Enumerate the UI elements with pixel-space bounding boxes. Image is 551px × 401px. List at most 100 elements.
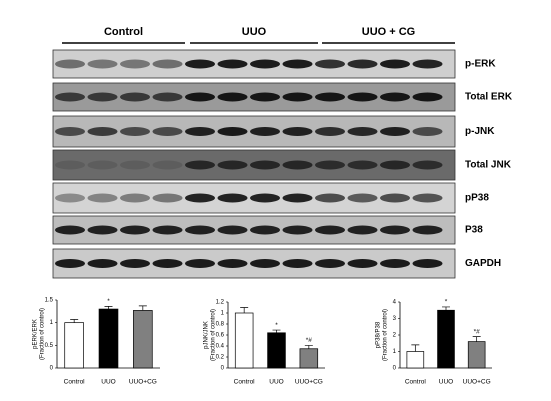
blot-band bbox=[250, 92, 280, 102]
blot-band bbox=[412, 160, 443, 170]
blot-band bbox=[185, 92, 215, 102]
blot-band bbox=[250, 59, 280, 69]
blot-band bbox=[347, 193, 378, 203]
blot-band bbox=[217, 225, 248, 235]
error-bar bbox=[472, 336, 481, 342]
blot-band bbox=[347, 225, 378, 235]
blot-band bbox=[250, 127, 280, 136]
blot-band bbox=[55, 92, 85, 102]
x-tick-label: Control bbox=[234, 379, 256, 386]
blot-band bbox=[250, 225, 280, 235]
blot-band bbox=[412, 127, 443, 136]
band-label: P38 bbox=[465, 225, 483, 236]
bar bbox=[267, 332, 286, 369]
blot-band bbox=[87, 127, 118, 136]
x-tick-label: UUO+CG bbox=[295, 379, 323, 386]
blot-band bbox=[185, 259, 215, 268]
blot-band bbox=[152, 259, 183, 268]
blot-band bbox=[315, 92, 345, 102]
y-tick-label: 1 bbox=[221, 311, 225, 317]
blot-band bbox=[412, 59, 443, 69]
blot-band bbox=[380, 193, 410, 203]
blot-band bbox=[217, 59, 248, 69]
y-tick-label: 1 bbox=[50, 320, 54, 326]
error-bar bbox=[104, 305, 113, 310]
blot-band bbox=[120, 160, 150, 170]
blot-band bbox=[152, 193, 183, 203]
blot-band bbox=[152, 160, 183, 170]
band-label: p-JNK bbox=[465, 126, 495, 137]
blot-band bbox=[152, 127, 183, 136]
blot-band bbox=[282, 127, 313, 136]
group-label: Control bbox=[104, 26, 143, 38]
band-label: p-ERK bbox=[465, 59, 496, 70]
error-bar bbox=[272, 329, 281, 333]
y-tick-label: 0 bbox=[221, 366, 225, 372]
blot-band bbox=[315, 193, 345, 203]
blot-band bbox=[315, 127, 345, 136]
blot-band bbox=[185, 127, 215, 136]
blot-band bbox=[380, 127, 410, 136]
blot-band bbox=[120, 225, 150, 235]
x-tick-label: UUO bbox=[269, 379, 283, 386]
x-tick-label: Control bbox=[405, 379, 427, 386]
blot-band bbox=[282, 59, 313, 69]
band-label: GAPDH bbox=[465, 258, 501, 269]
blot-band bbox=[380, 225, 410, 235]
blot-band bbox=[282, 160, 313, 170]
significance-marker: * bbox=[107, 298, 110, 305]
blot-band bbox=[87, 193, 118, 203]
significance-marker: * bbox=[445, 299, 448, 306]
bar bbox=[437, 309, 455, 369]
significance-marker: *# bbox=[474, 328, 481, 335]
group-label: UUO bbox=[242, 26, 267, 38]
y-tick-label: 2 bbox=[393, 333, 397, 339]
blot-band bbox=[412, 259, 443, 268]
x-tick-label: Control bbox=[64, 379, 86, 386]
y-tick-label: 1.5 bbox=[45, 298, 54, 304]
bar bbox=[406, 351, 425, 369]
blot-band bbox=[315, 59, 345, 69]
blot-band bbox=[217, 193, 248, 203]
y-axis-label: (Fraction of control) bbox=[211, 309, 217, 361]
blot-band bbox=[347, 59, 378, 69]
x-tick-label: UUO bbox=[439, 379, 453, 386]
bar bbox=[133, 310, 153, 369]
blot-band bbox=[412, 225, 443, 235]
blot-band bbox=[217, 92, 248, 102]
blot-band bbox=[55, 127, 85, 136]
blot-band bbox=[185, 160, 215, 170]
blot-band bbox=[282, 193, 313, 203]
blot-band bbox=[87, 225, 118, 235]
y-tick-label: 0.4 bbox=[216, 344, 225, 350]
significance-marker: *# bbox=[306, 337, 313, 344]
y-tick-label: 0.6 bbox=[216, 333, 225, 339]
error-bar bbox=[240, 307, 249, 313]
blot-band bbox=[412, 193, 443, 203]
y-tick-label: 0 bbox=[50, 366, 54, 372]
error-bar bbox=[442, 306, 450, 311]
x-tick-label: UUO bbox=[101, 379, 115, 386]
blot-band bbox=[412, 92, 443, 102]
blot-band bbox=[185, 59, 215, 69]
blot-band bbox=[250, 193, 280, 203]
group-label: UUO + CG bbox=[362, 26, 415, 38]
blot-band bbox=[217, 160, 248, 170]
blot-band bbox=[250, 259, 280, 268]
bar bbox=[299, 348, 319, 369]
y-tick-label: 0.5 bbox=[45, 343, 54, 349]
blot-band bbox=[282, 225, 313, 235]
error-bar bbox=[304, 345, 313, 349]
blot-band bbox=[55, 225, 85, 235]
y-axis-label: pP38/P38 bbox=[376, 321, 382, 348]
y-tick-label: 1.2 bbox=[216, 300, 225, 306]
blot-band bbox=[55, 259, 85, 268]
blot-band bbox=[87, 59, 118, 69]
blot-band bbox=[152, 59, 183, 69]
bar bbox=[64, 322, 84, 369]
blot-band bbox=[315, 160, 345, 170]
y-axis-label: (Fraction of control) bbox=[40, 308, 46, 360]
blot-band bbox=[87, 259, 118, 268]
blot-band bbox=[152, 225, 183, 235]
blot-band bbox=[217, 127, 248, 136]
